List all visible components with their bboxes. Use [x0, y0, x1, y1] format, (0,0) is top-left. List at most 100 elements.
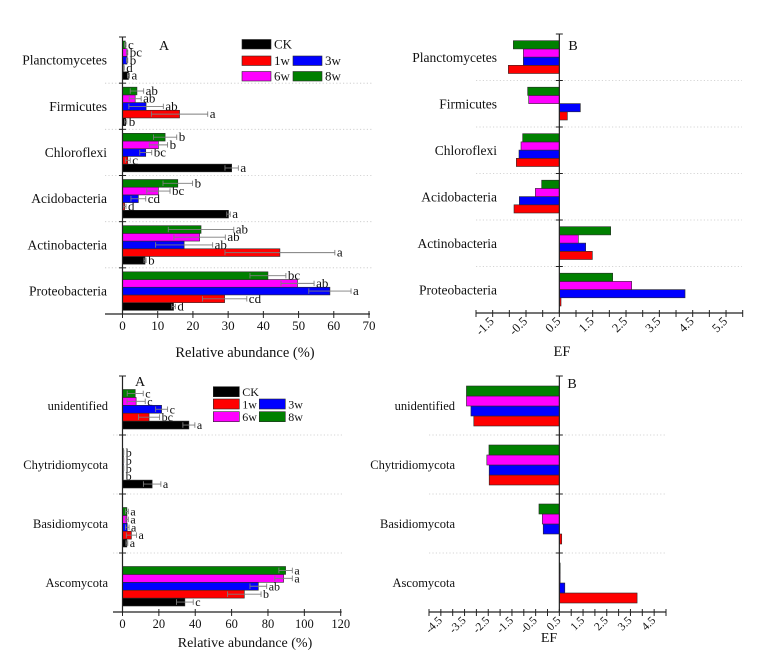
error-bar-1w-acidobacteria — [122, 203, 127, 210]
significance-letter: b — [179, 129, 186, 144]
legend-swatch-6w — [241, 71, 272, 82]
legend-label-8w: 8w — [288, 410, 303, 424]
category-label: Actinobacteria — [28, 237, 107, 252]
x-tick-label: 20 — [153, 617, 166, 631]
bar-1w-chytridiomycota — [488, 474, 560, 486]
x-axis-title: EF — [554, 344, 571, 360]
legend-swatch-8w — [258, 411, 286, 423]
significance-letter: c — [132, 152, 138, 167]
x-tick-label: 100 — [295, 617, 314, 631]
category-label: Acidobacteria — [421, 189, 497, 204]
significance-letter: a — [337, 245, 343, 260]
error-bar-3w-basidiomycota — [124, 524, 130, 531]
significance-letter: a — [240, 160, 246, 175]
significance-letter: d — [177, 298, 184, 313]
error-bar-ck-actinobacteria — [143, 257, 147, 264]
bar-1w-ascomycota — [559, 592, 638, 604]
legend-label-1w: 1w — [274, 53, 291, 68]
x-tick-label: 40 — [257, 318, 270, 333]
significance-letter: c — [145, 386, 150, 400]
legend-swatch-3w — [292, 55, 323, 66]
bar-ck-actinobacteria — [122, 256, 146, 265]
bar-1w-firmicutes — [559, 111, 568, 121]
x-axis-title: EF — [541, 631, 558, 646]
bar-6w-proteobacteria — [559, 281, 632, 290]
x-axis-title: Relative abundance (%) — [178, 636, 313, 651]
error-bar-1w-actinobacteria — [224, 249, 336, 256]
bar-8w-proteobacteria — [122, 271, 269, 280]
error-bar-8w-proteobacteria — [249, 272, 287, 279]
bar-8w-chloroflexi — [522, 133, 560, 143]
category-label: Chloroflexi — [45, 145, 107, 160]
significance-letter: a — [197, 418, 203, 432]
x-tick-label: 0 — [119, 617, 125, 631]
significance-letter: b — [170, 137, 177, 152]
error-bar-1w-chloroflexi — [124, 157, 131, 163]
significance-letter: ab — [316, 275, 328, 290]
error-bar-6w-ascomycota — [274, 575, 293, 582]
panel-bacteria-relative-abundance: abaabddacdacdbabbccdababcabbbcababcabbba… — [22, 36, 376, 361]
category-label: Planctomycetes — [412, 50, 497, 65]
significance-letter: c — [128, 37, 134, 52]
bar-6w-proteobacteria — [122, 279, 298, 288]
significance-letter: c — [170, 402, 175, 416]
bar-6w-chloroflexi — [520, 141, 560, 151]
legend-swatch-1w — [241, 55, 272, 66]
category-label: unidentified — [395, 399, 456, 413]
category-label: Chytridiomycota — [370, 458, 455, 472]
significance-letter: b — [130, 52, 137, 67]
error-bar-3w-ascomycota — [249, 583, 268, 590]
error-bar-ck-ascomycota — [176, 599, 194, 605]
x-tick-label: 0 — [119, 318, 126, 333]
significance-letter: a — [210, 106, 216, 121]
significance-letter: a — [139, 528, 145, 542]
bar-8w-chytridiomycota — [488, 444, 560, 456]
category-label: Ascomycota — [393, 576, 456, 590]
error-bar-ck-chytridiomycota — [142, 481, 162, 487]
bar-ck-unidentified — [122, 420, 190, 430]
significance-letter: a — [353, 283, 359, 298]
error-bar-3w-unidentified — [155, 406, 169, 413]
category-label: Actinobacteria — [418, 236, 497, 251]
bar-8w-planctomycetes — [513, 40, 560, 50]
bar-1w-actinobacteria — [559, 251, 593, 260]
significance-letter: bc — [162, 410, 173, 424]
significance-letter: b — [263, 587, 269, 601]
significance-letter: d — [126, 60, 133, 75]
error-bar-8w-unidentified — [126, 390, 144, 397]
bar-1w-acidobacteria — [513, 204, 560, 214]
bar-ck-proteobacteria — [122, 302, 174, 311]
significance-letter: ab — [236, 222, 248, 237]
bar-6w-firmicutes — [528, 95, 560, 104]
error-bar-8w-firmicutes — [129, 88, 145, 94]
error-bar-3w-chloroflexi — [139, 149, 153, 156]
error-bar-8w-planctomycetes — [124, 42, 127, 48]
significance-letter: bc — [288, 268, 301, 283]
bar-ck-ascomycota — [122, 597, 186, 607]
bar-6w-basidiomycota — [541, 513, 560, 525]
significance-letter: a — [163, 477, 169, 491]
x-axis-title: Relative abundance (%) — [175, 345, 314, 361]
bar-3w-ascomycota — [122, 581, 259, 591]
legend-label-3w: 3w — [325, 53, 342, 68]
bar-3w-proteobacteria — [122, 286, 331, 296]
x-tick-label: 40 — [189, 617, 202, 631]
bar-3w-firmicutes — [559, 103, 581, 113]
significance-letter: c — [147, 394, 152, 408]
significance-letter: a — [232, 206, 238, 221]
bar-1w-unidentified — [473, 415, 560, 427]
error-bar-8w-chytridiomycota — [122, 449, 125, 456]
significance-letter: a — [130, 512, 136, 526]
x-tick-label: 60 — [225, 617, 238, 631]
significance-letter: ab — [143, 91, 155, 106]
bar-3w-planctomycetes — [523, 56, 560, 66]
bar-3w-acidobacteria — [519, 196, 560, 206]
legend-label-8w: 8w — [325, 69, 342, 84]
error-bar-6w-unidentified — [126, 398, 146, 405]
bar-3w-proteobacteria — [559, 289, 686, 299]
bar-ck-acidobacteria — [122, 210, 229, 219]
error-bar-3w-firmicutes — [128, 103, 164, 110]
bar-6w-chytridiomycota — [486, 454, 560, 466]
bar-8w-proteobacteria — [559, 272, 613, 282]
error-bar-3w-planctomycetes — [125, 57, 129, 63]
